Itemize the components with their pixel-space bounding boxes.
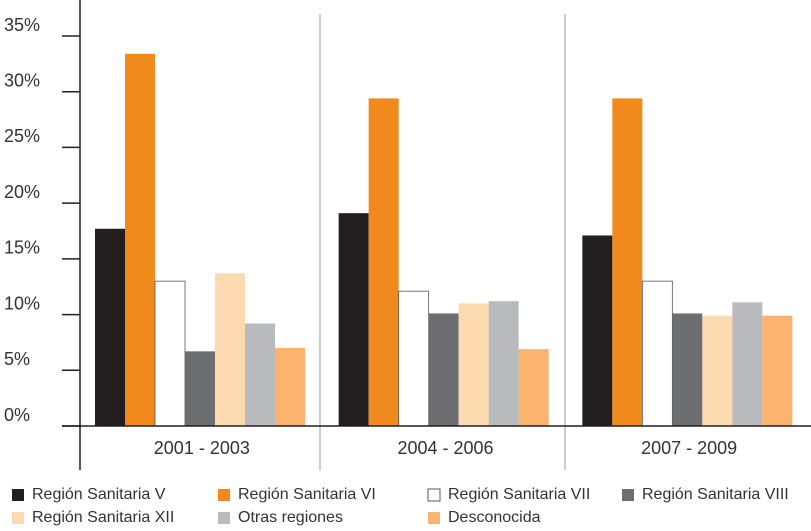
bar	[338, 213, 369, 426]
y-tick-label: 30%	[4, 70, 40, 90]
y-tick-label: 25%	[4, 126, 40, 146]
bar	[458, 303, 489, 426]
bar	[125, 53, 155, 426]
legend-label: Región Sanitaria VI	[238, 486, 376, 503]
bar	[185, 351, 215, 426]
x-tick-label: 2004 - 2006	[397, 438, 493, 458]
legend-swatch	[428, 512, 440, 524]
bar	[95, 228, 125, 426]
legend-label: Región Sanitaria V	[32, 486, 166, 503]
bar	[154, 280, 186, 427]
legend-label: Otras regiones	[238, 509, 343, 526]
legend-swatch	[218, 512, 230, 524]
y-tick-label: 5%	[4, 349, 30, 369]
legend-swatch	[427, 488, 441, 502]
y-tick-label: 35%	[4, 15, 40, 35]
legend-label: Región Sanitaria VIII	[642, 486, 789, 503]
legend-label: Región Sanitaria VII	[448, 486, 590, 503]
bar	[428, 313, 459, 426]
bar	[368, 98, 399, 427]
bar	[702, 315, 733, 426]
bar	[398, 290, 430, 427]
bar	[732, 302, 763, 426]
y-tick-label: 0%	[4, 405, 30, 425]
bar	[612, 98, 643, 427]
y-tick-label: 20%	[4, 182, 40, 202]
bar	[641, 280, 673, 427]
bar	[762, 315, 793, 426]
legend-swatch	[622, 489, 634, 501]
x-tick-label: 2001 - 2003	[154, 438, 250, 458]
legend-swatch	[12, 489, 24, 501]
bar	[275, 348, 305, 426]
bar	[518, 349, 549, 426]
bar	[672, 313, 703, 426]
x-tick-label: 2007 - 2009	[641, 438, 737, 458]
bar	[215, 273, 245, 426]
legend-swatch	[218, 489, 230, 501]
y-tick-label: 15%	[4, 238, 40, 258]
y-tick-label: 10%	[4, 293, 40, 313]
bar	[245, 323, 275, 426]
bar	[582, 235, 613, 426]
legend-label: Desconocida	[448, 509, 541, 526]
legend-swatch	[12, 512, 24, 524]
bar	[488, 301, 519, 426]
legend-label: Región Sanitaria XII	[32, 509, 174, 526]
